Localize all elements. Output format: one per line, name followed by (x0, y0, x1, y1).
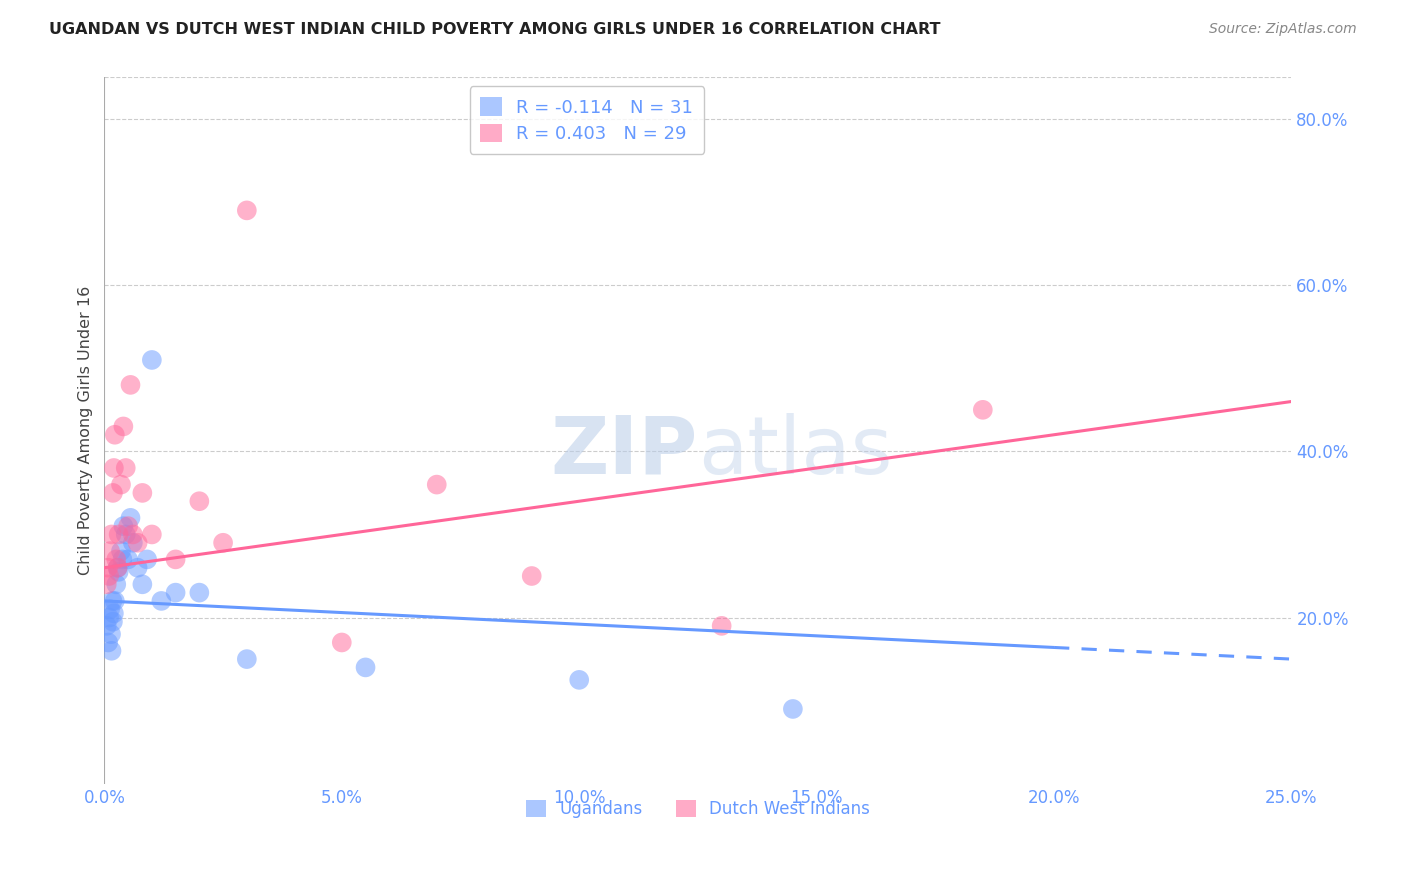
Point (141, 353, 163, 368)
Point (520, 569, 543, 583)
Point (117, 519, 139, 533)
Point (782, 702, 804, 716)
Point (98, 610, 121, 624)
Point (127, 560, 149, 574)
Point (107, 560, 129, 574)
Point (107, 565, 129, 579)
Point (100, 644, 122, 658)
Point (103, 461, 125, 475)
Point (100, 527, 122, 541)
Point (972, 402, 994, 417)
Point (114, 527, 136, 541)
Point (111, 552, 134, 566)
Point (236, 203, 259, 218)
Point (100, 627, 122, 641)
Point (105, 577, 128, 591)
Point (114, 461, 136, 475)
Text: UGANDAN VS DUTCH WEST INDIAN CHILD POVERTY AMONG GIRLS UNDER 16 CORRELATION CHAR: UGANDAN VS DUTCH WEST INDIAN CHILD POVER… (49, 22, 941, 37)
Point (104, 594, 127, 608)
Point (188, 585, 211, 599)
Point (165, 552, 187, 566)
Point (101, 615, 124, 629)
Point (122, 535, 145, 549)
Point (105, 552, 128, 566)
Point (188, 494, 211, 508)
Point (110, 544, 132, 558)
Point (236, 652, 259, 666)
Point (112, 419, 135, 434)
Point (127, 535, 149, 549)
Point (107, 560, 129, 574)
Point (101, 594, 124, 608)
Point (97, 560, 120, 574)
Point (112, 519, 135, 533)
Point (104, 427, 127, 442)
Point (97, 635, 120, 649)
Point (150, 594, 173, 608)
Point (354, 660, 377, 674)
Text: atlas: atlas (697, 413, 893, 491)
Point (98, 569, 121, 583)
Y-axis label: Child Poverty Among Girls Under 16: Child Poverty Among Girls Under 16 (79, 286, 93, 575)
Point (103, 607, 125, 621)
Point (568, 673, 591, 687)
Point (120, 377, 142, 392)
Text: Source: ZipAtlas.com: Source: ZipAtlas.com (1209, 22, 1357, 37)
Legend: Ugandans, Dutch West Indians: Ugandans, Dutch West Indians (519, 793, 877, 825)
Point (141, 527, 163, 541)
Point (96, 619, 118, 633)
Point (136, 552, 159, 566)
Point (710, 619, 733, 633)
Point (120, 511, 142, 525)
Point (98, 602, 121, 616)
Point (96, 577, 118, 591)
Point (131, 486, 153, 500)
Point (122, 527, 145, 541)
Point (131, 577, 153, 591)
Point (110, 477, 132, 491)
Point (165, 585, 187, 599)
Point (101, 486, 124, 500)
Point (212, 535, 235, 549)
Point (330, 635, 353, 649)
Point (426, 477, 449, 491)
Point (98, 544, 121, 558)
Text: ZIP: ZIP (551, 413, 697, 491)
Point (107, 527, 129, 541)
Point (117, 552, 139, 566)
